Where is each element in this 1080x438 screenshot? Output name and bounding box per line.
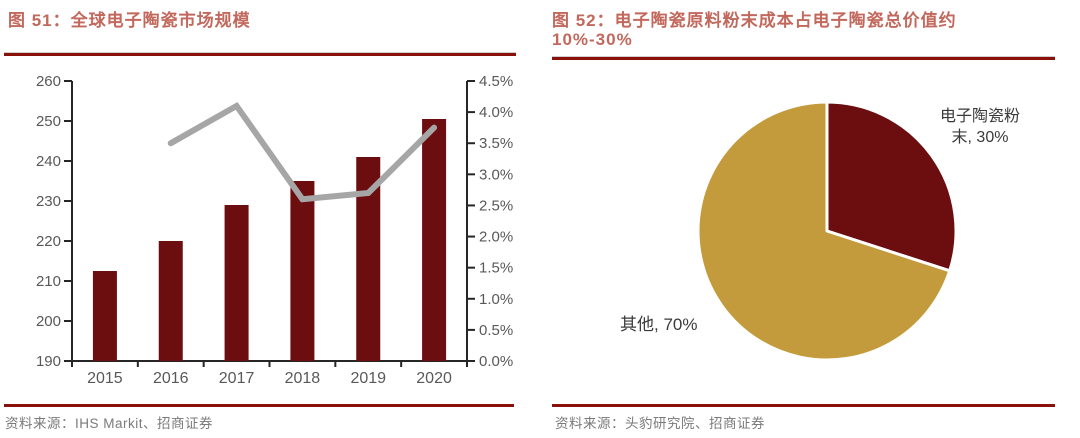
- figure-52-title-line2: 10%-30%: [552, 30, 633, 49]
- figure-51-source: 资料来源：IHS Markit、招商证券: [5, 416, 214, 431]
- svg-text:250: 250: [36, 113, 61, 130]
- svg-text:0.0%: 0.0%: [479, 353, 513, 370]
- svg-text:3.0%: 3.0%: [479, 166, 513, 183]
- svg-text:0.5%: 0.5%: [479, 322, 513, 339]
- pie-slice-label-other-70: 其他, 70%: [620, 315, 698, 334]
- svg-text:2016: 2016: [153, 370, 189, 387]
- svg-text:2.0%: 2.0%: [479, 229, 513, 246]
- figure-51-title-divider: [4, 52, 516, 56]
- svg-text:210: 210: [36, 273, 61, 290]
- svg-text:220: 220: [36, 233, 61, 250]
- svg-text:240: 240: [36, 153, 61, 170]
- figure-51-source-divider: [4, 404, 514, 407]
- svg-text:2015: 2015: [87, 370, 123, 387]
- figure-52-title-divider: [552, 56, 1055, 60]
- svg-text:190: 190: [36, 353, 61, 370]
- figure-52-title-line1: 图 52：电子陶瓷原料粉末成本占电子陶瓷总价值约: [552, 11, 957, 30]
- svg-text:2018: 2018: [285, 370, 321, 387]
- svg-text:3.5%: 3.5%: [479, 135, 513, 152]
- svg-text:4.0%: 4.0%: [479, 104, 513, 121]
- svg-text:1.5%: 1.5%: [479, 260, 513, 277]
- figure-52-source-divider: [552, 404, 1055, 407]
- svg-text:200: 200: [36, 313, 61, 330]
- svg-text:2.5%: 2.5%: [479, 197, 513, 214]
- pie-slice-label-powder-30: 电子陶瓷粉末, 30%: [939, 108, 1020, 146]
- figure-51-bar-line-chart: 190 200 210 220 230 240 250 260 0.0% 0.5% 1.0% 1.5%…: [36, 73, 513, 387]
- figure-52-pie-chart: [696, 100, 958, 362]
- svg-text:2019: 2019: [350, 370, 386, 387]
- svg-text:260: 260: [36, 73, 61, 90]
- figure-52-source: 资料来源：头豹研究院、招商证券: [555, 416, 765, 431]
- svg-text:1.0%: 1.0%: [479, 291, 513, 308]
- svg-text:230: 230: [36, 193, 61, 210]
- svg-text:2020: 2020: [416, 370, 452, 387]
- svg-text:4.5%: 4.5%: [479, 73, 513, 90]
- figure-51-title: 图 51：全球电子陶瓷市场规模: [8, 11, 251, 30]
- svg-text:2017: 2017: [219, 370, 255, 387]
